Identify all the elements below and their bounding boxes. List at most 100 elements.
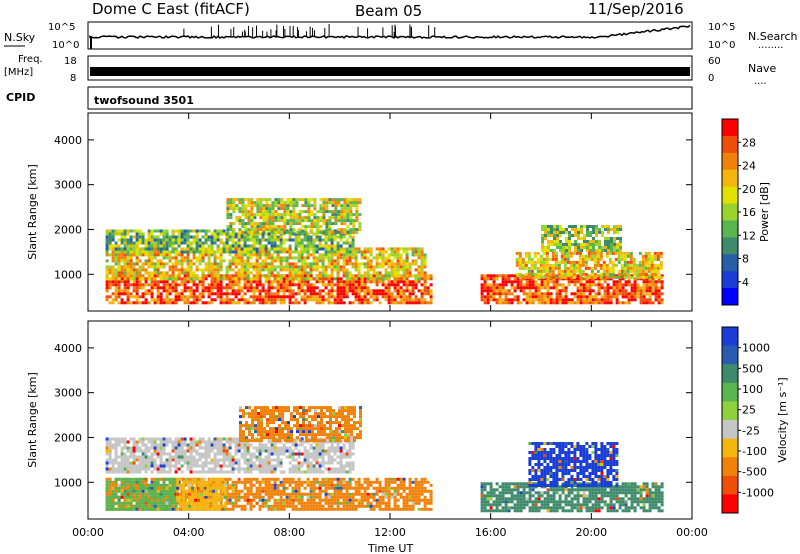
echo-cell xyxy=(262,204,266,208)
echo-cell xyxy=(366,271,370,275)
echo-cell xyxy=(543,301,547,305)
echo-cell xyxy=(228,492,232,496)
echo-cell xyxy=(345,229,349,233)
echo-cell xyxy=(243,259,247,263)
echo-cell xyxy=(554,266,558,270)
echo-cell xyxy=(560,272,564,276)
echo-cell xyxy=(111,271,115,275)
echo-cell xyxy=(501,280,505,284)
echo-cell xyxy=(414,262,418,266)
echo-cell xyxy=(587,275,591,279)
echo-cell xyxy=(355,219,359,223)
y-tick-label: 3000 xyxy=(54,179,82,192)
echo-cell xyxy=(264,250,268,254)
echo-cell xyxy=(108,247,112,251)
echo-cell xyxy=(153,483,157,487)
echo-cell xyxy=(283,222,287,226)
echo-cell xyxy=(423,501,427,505)
echo-cell xyxy=(339,477,343,481)
echo-cell xyxy=(633,289,637,293)
echo-cell xyxy=(210,292,214,296)
echo-cell xyxy=(156,289,160,293)
echo-cell xyxy=(342,259,346,263)
echo-cell xyxy=(213,238,217,242)
echo-cell xyxy=(357,295,361,299)
echo-cell xyxy=(333,268,337,272)
echo-cell xyxy=(357,486,361,490)
echo-cell xyxy=(336,283,340,287)
echo-cell xyxy=(273,235,277,239)
echo-cell xyxy=(630,289,634,293)
echo-cell xyxy=(381,265,385,269)
echo-cell xyxy=(261,286,265,290)
echo-cell xyxy=(231,489,235,493)
echo-cell xyxy=(372,274,376,278)
echo-cell xyxy=(237,292,241,296)
echo-cell xyxy=(216,295,220,299)
echo-cell xyxy=(256,225,260,229)
echo-cell xyxy=(656,269,660,273)
echo-cell xyxy=(123,259,127,263)
echo-cell xyxy=(593,266,597,270)
echo-cell xyxy=(318,486,322,490)
echo-cell xyxy=(552,286,556,290)
echo-cell xyxy=(192,289,196,293)
echo-cell xyxy=(656,272,660,276)
echo-cell xyxy=(197,480,201,484)
echo-cell xyxy=(273,250,277,254)
echo-cell xyxy=(378,271,382,275)
echo-cell xyxy=(405,265,409,269)
echo-cell xyxy=(291,280,295,284)
echo-cell xyxy=(384,489,388,493)
echo-cell xyxy=(247,210,251,214)
echo-cell xyxy=(551,266,555,270)
echo-cell xyxy=(384,277,388,281)
echo-cell xyxy=(186,289,190,293)
echo-cell xyxy=(363,489,367,493)
echo-cell xyxy=(378,289,382,293)
echo-cell xyxy=(321,280,325,284)
echo-cell xyxy=(114,492,118,496)
echo-cell xyxy=(234,232,238,236)
echo-cell xyxy=(384,495,388,499)
echo-cell xyxy=(369,253,373,257)
echo-cell xyxy=(153,241,157,245)
echo-cell xyxy=(177,295,181,299)
echo-cell xyxy=(372,492,376,496)
echo-cell xyxy=(381,292,385,296)
echo-cell xyxy=(165,241,169,245)
echo-cell xyxy=(312,298,316,302)
echo-cell xyxy=(319,216,323,220)
echo-cell xyxy=(531,301,535,305)
echo-cell xyxy=(536,257,540,261)
echo-cell xyxy=(420,292,424,296)
echo-cell xyxy=(105,232,109,236)
echo-cell xyxy=(135,483,139,487)
echo-cell xyxy=(216,235,220,239)
echo-cell xyxy=(567,301,571,305)
echo-cell xyxy=(599,266,603,270)
echo-cell xyxy=(147,235,151,239)
echo-cell xyxy=(279,495,283,499)
echo-cell xyxy=(614,251,618,255)
echo-cell xyxy=(156,489,160,493)
echo-cell xyxy=(510,286,514,290)
echo-cell xyxy=(342,274,346,278)
echo-cell xyxy=(120,504,124,508)
echo-cell xyxy=(330,507,334,511)
echo-cell xyxy=(265,201,269,205)
echo-cell xyxy=(165,489,169,493)
echo-cell xyxy=(159,244,163,248)
echo-cell xyxy=(150,271,154,275)
echo-cell xyxy=(168,286,172,290)
echo-cell xyxy=(601,231,604,234)
echo-cell xyxy=(414,498,418,502)
echo-cell xyxy=(345,483,349,487)
echo-cell xyxy=(354,492,358,496)
echo-cell xyxy=(191,480,195,484)
echo-cell xyxy=(216,274,220,278)
echo-cell xyxy=(188,486,192,490)
echo-cell xyxy=(339,268,343,272)
echo-cell xyxy=(372,295,376,299)
echo-cell xyxy=(197,498,201,502)
